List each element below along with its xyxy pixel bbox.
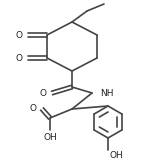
Text: O: O — [16, 53, 23, 63]
Text: OH: OH — [110, 152, 124, 161]
Text: O: O — [40, 88, 47, 97]
Text: OH: OH — [43, 132, 57, 141]
Text: NH: NH — [100, 88, 113, 97]
Text: O: O — [30, 103, 37, 113]
Text: O: O — [16, 31, 23, 40]
